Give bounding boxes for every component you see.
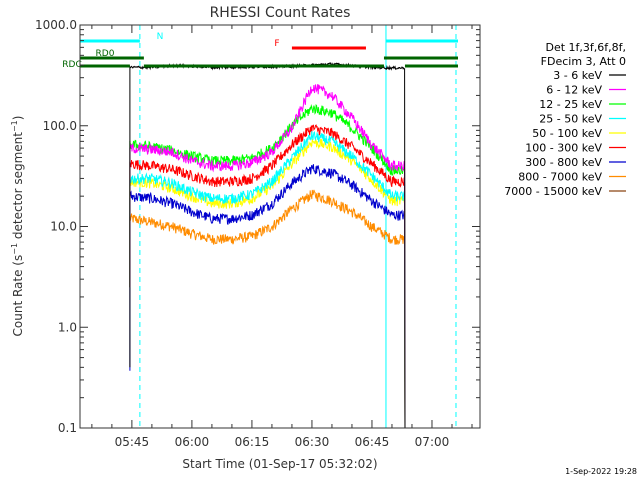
legend-label: 800 - 7000 keV (518, 171, 602, 184)
x-tick-label: 06:15 (235, 435, 270, 449)
y-axis-label: Count Rate (s−1 detector segment−1) (10, 116, 25, 337)
state-bar-label: RDC (62, 60, 81, 70)
y-tick-label: 1000.0 (35, 18, 77, 32)
series-line-25-50-kev (129, 130, 406, 429)
y-tick-label: 100.0 (43, 119, 77, 133)
legend-label: 3 - 6 keV (553, 69, 602, 82)
state-bar-label: N (157, 32, 164, 42)
x-axis-label: Start Time (01-Sep-17 05:32:02) (182, 457, 377, 471)
series-line-6-12-kev (129, 84, 406, 429)
state-bar-label: F (274, 39, 279, 49)
legend-label: 7000 - 15000 keV (504, 185, 602, 198)
x-tick-label: 07:00 (415, 435, 450, 449)
y-axis-label-sup-1: −1 (10, 243, 19, 255)
y-axis-label-end: ) (11, 116, 25, 121)
x-tick-label: 05:45 (115, 435, 150, 449)
y-axis-label-main: Count Rate (s (11, 255, 25, 337)
y-axis-label-sup-2: −1 (10, 120, 19, 132)
legend-title-line: FDecim 3, Att 0 (541, 55, 626, 68)
state-bar-label: RD0 (96, 49, 115, 59)
legend-label: 12 - 25 keV (539, 98, 602, 111)
attenuator-state-bars: N F RD0 RDC (62, 32, 458, 70)
x-tick-label: 06:00 (175, 435, 210, 449)
legend-title-line: Det 1f,3f,6f,8f, (545, 41, 626, 54)
series-line-800-7000-kev (129, 189, 406, 429)
footer-date: 1-Sep-2022 19:28 (565, 467, 637, 476)
chart-title: RHESSI Count Rates (210, 5, 351, 21)
legend-label: 100 - 300 keV (525, 142, 602, 155)
x-tick-label: 06:45 (355, 435, 390, 449)
y-tick-label: 0.1 (58, 421, 77, 435)
y-tick-label: 10.0 (50, 220, 77, 234)
x-tick-label: 06:30 (295, 435, 330, 449)
y-tick-label: 1.0 (58, 320, 77, 334)
legend-label: 25 - 50 keV (539, 113, 602, 126)
x-axis: 05:45 06:00 06:15 06:30 06:45 07:00 (91, 25, 473, 449)
y-axis: 0.1 1.0 10.0 100.0 1000.0 (35, 18, 480, 435)
legend: Det 1f,3f,6f,8f,FDecim 3, Att 03 - 6 keV… (504, 41, 626, 198)
legend-label: 6 - 12 keV (546, 84, 602, 97)
series-line-100-300-kev (129, 124, 406, 429)
y-axis-label-mid: detector segment (11, 132, 25, 243)
series-line-300-800-kev (129, 164, 406, 429)
legend-label: 300 - 800 keV (525, 156, 602, 169)
legend-label: 50 - 100 keV (532, 127, 602, 140)
